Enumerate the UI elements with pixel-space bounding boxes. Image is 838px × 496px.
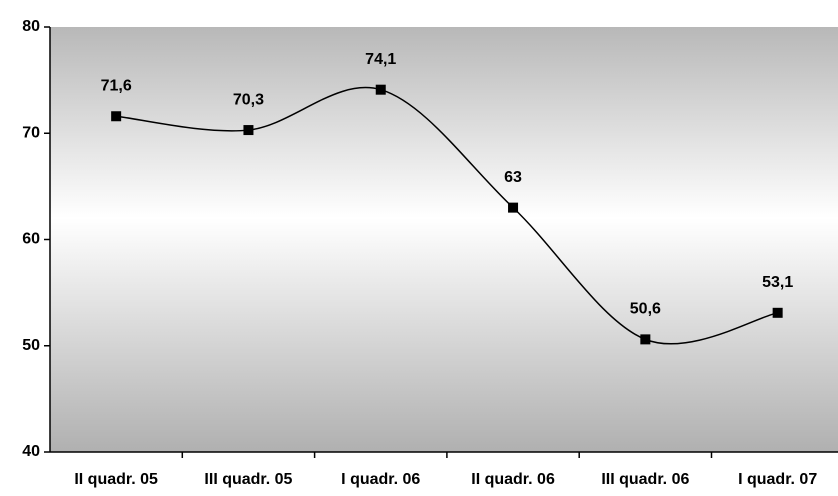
x-tick-label: II quadr. 06 — [471, 471, 555, 488]
x-tick-label: I quadr. 07 — [738, 471, 817, 488]
marker — [772, 307, 783, 318]
marker — [508, 202, 519, 213]
plot-area — [50, 27, 838, 452]
marker — [111, 111, 122, 122]
y-tick-label: 80 — [22, 18, 40, 35]
data-label: 74,1 — [365, 51, 396, 68]
data-label: 71,6 — [101, 77, 132, 94]
x-tick-label: I quadr. 06 — [341, 471, 420, 488]
data-label: 63 — [504, 169, 522, 186]
x-tick-label: III quadr. 05 — [204, 471, 292, 488]
marker — [640, 334, 651, 345]
y-tick-label: 70 — [22, 124, 40, 141]
data-label: 50,6 — [630, 301, 661, 318]
y-tick-label: 50 — [22, 337, 40, 354]
data-label: 70,3 — [233, 91, 264, 108]
y-tick-label: 60 — [22, 231, 40, 248]
x-tick-label: II quadr. 05 — [74, 471, 158, 488]
data-label: 53,1 — [762, 274, 793, 291]
marker — [243, 125, 254, 136]
marker — [375, 84, 386, 95]
x-tick-label: III quadr. 06 — [601, 471, 689, 488]
y-tick-label: 40 — [22, 443, 40, 460]
